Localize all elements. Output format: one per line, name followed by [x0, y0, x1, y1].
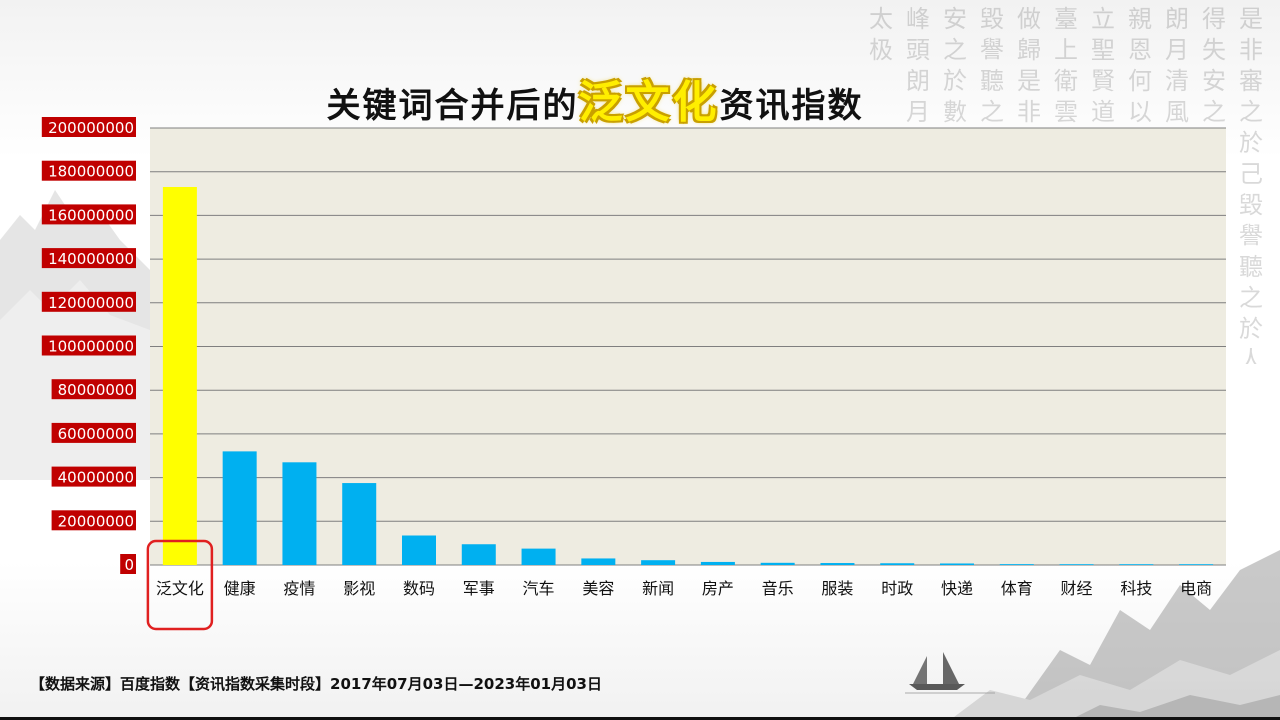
bar-军事	[461, 544, 496, 565]
bar-财经	[1059, 564, 1094, 565]
chart-title: 关键词合并后的泛文化资讯指数	[0, 66, 1190, 130]
y-tick-bg	[51, 466, 136, 487]
x-tick-label: 房产	[702, 579, 734, 598]
y-tick-label: 60000000	[58, 425, 134, 443]
x-tick-label: 军事	[463, 579, 495, 598]
chart-title-suffix: 资讯指数	[719, 86, 864, 126]
y-tick-bg	[41, 248, 136, 269]
bar-电商	[1179, 564, 1214, 565]
x-tick-label: 体育	[1001, 579, 1033, 598]
bar-快递	[940, 563, 974, 565]
chart-title-highlight: 泛文化	[578, 77, 720, 128]
chart-title-prefix: 关键词合并后的	[326, 86, 579, 126]
y-tick-bg	[51, 510, 136, 531]
bar-音乐	[760, 562, 795, 565]
x-tick-label: 汽车	[523, 579, 555, 598]
y-tick-bg	[41, 291, 136, 312]
bar-影视	[342, 483, 377, 565]
y-tick-label: 120000000	[48, 294, 134, 312]
x-tick-label: 科技	[1120, 579, 1152, 598]
y-tick-bg	[41, 335, 136, 356]
bar-汽车	[521, 548, 556, 565]
y-tick-label: 140000000	[48, 250, 134, 268]
x-tick-label: 泛文化	[156, 579, 204, 598]
bar-房产	[700, 561, 735, 565]
y-tick-label: 200000000	[48, 119, 134, 137]
y-tick-bg	[120, 554, 136, 574]
x-tick-label: 新闻	[642, 579, 674, 598]
x-tick-label: 美容	[582, 579, 614, 598]
bottom-border	[0, 717, 1280, 720]
bar-时政	[880, 563, 915, 565]
bar-体育	[999, 564, 1034, 565]
bar-泛文化	[162, 186, 197, 565]
bar-新闻	[641, 560, 676, 565]
bar-服装	[820, 563, 855, 565]
x-tick-label: 时政	[881, 579, 913, 598]
bar-数码	[402, 535, 436, 565]
x-tick-label: 健康	[224, 579, 256, 598]
sailboat-icon	[905, 652, 995, 694]
bar-科技	[1119, 564, 1154, 565]
y-tick-label: 40000000	[58, 469, 134, 487]
y-tick-bg	[51, 379, 136, 400]
y-tick-bg	[51, 422, 136, 443]
x-tick-label: 服装	[821, 579, 853, 598]
y-tick-label: 100000000	[48, 338, 134, 356]
x-tick-label: 电商	[1180, 579, 1212, 598]
bar-美容	[581, 558, 616, 565]
mountain-right-decoration	[950, 550, 1280, 720]
x-tick-label: 快递	[941, 579, 973, 598]
x-tick-label: 影视	[343, 579, 375, 598]
x-tick-label: 疫情	[283, 579, 315, 598]
bar-健康	[222, 451, 257, 565]
highlight-box	[146, 539, 214, 631]
y-tick-label: 180000000	[48, 163, 134, 181]
y-tick-label: 0	[124, 556, 134, 574]
y-tick-bg	[41, 160, 136, 181]
x-tick-label: 数码	[403, 579, 435, 598]
y-tick-bg	[41, 117, 136, 137]
x-tick-label: 财经	[1061, 579, 1093, 598]
y-tick-bg	[41, 204, 136, 225]
data-source-note: 【数据来源】百度指数【资讯指数采集时段】2017年07月03日—2023年01月…	[30, 675, 602, 693]
y-tick-label: 80000000	[58, 381, 134, 399]
y-tick-label: 20000000	[58, 512, 134, 530]
y-tick-label: 160000000	[48, 206, 134, 224]
x-tick-label: 音乐	[762, 579, 794, 598]
bar-疫情	[282, 462, 317, 565]
